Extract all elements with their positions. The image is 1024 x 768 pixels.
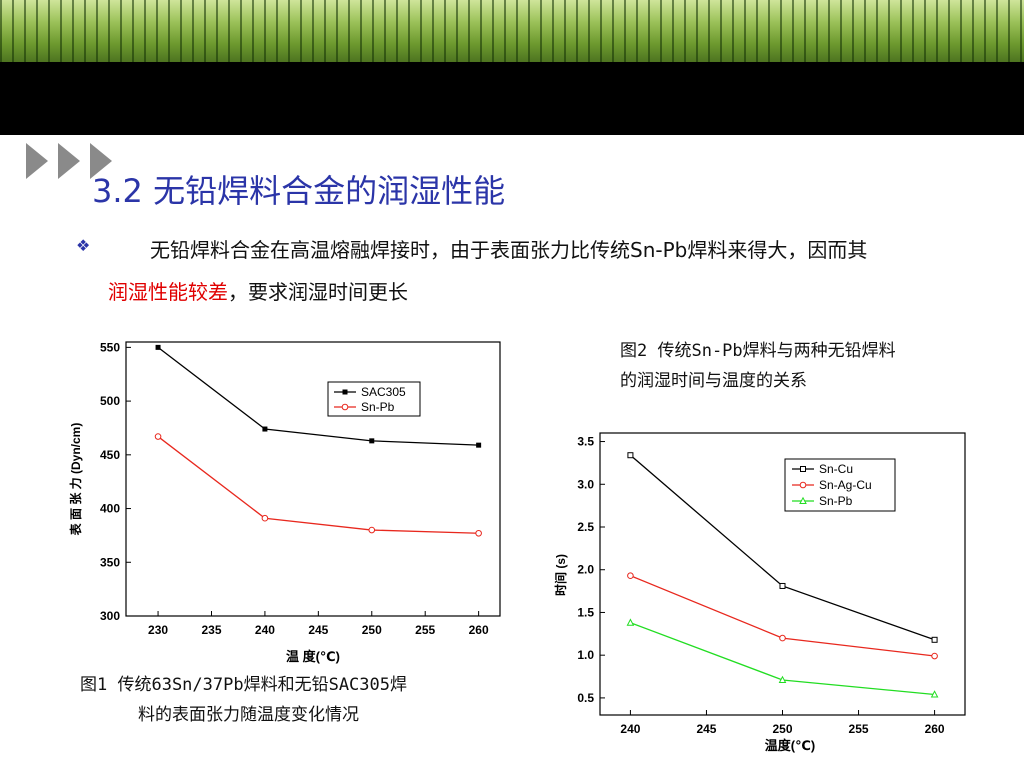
data-point: [931, 652, 938, 660]
caption-line: 料的表面张力随温度变化情况: [138, 705, 359, 725]
data-point: [155, 344, 161, 350]
header-bar: [0, 62, 1024, 179]
data-point: [779, 582, 786, 589]
data-point: [779, 634, 786, 642]
legend-marker: [799, 481, 807, 489]
wetting-time-chart: 240 245 250 255 260 0.5 1.0 1.5 2.0 2.5 3.0 3.5 时间 …: [553, 432, 966, 753]
data-point: [475, 529, 482, 537]
x-tick-label: 245: [696, 722, 716, 736]
figure1-caption: 图1 传统63Sn/37Pb焊料和无铅SAC305焊 料的表面张力随温度变化情况: [80, 670, 520, 730]
y-tick-label: 300: [100, 609, 120, 623]
surface-tension-chart: 230 235 240 245 250 255 260300350400450500550 …: [68, 340, 501, 664]
y-tick-label: 3.5: [577, 435, 594, 449]
y-tick-label: 2.0: [577, 563, 594, 577]
y-tick-label: 0.5: [577, 691, 594, 705]
series-line: [157, 346, 479, 446]
x-tick-label: 245: [308, 623, 328, 637]
caption-line: 图1 传统63Sn/37Pb焊料和无铅SAC305焊: [80, 675, 407, 695]
legend-marker: [799, 496, 807, 504]
para-text-2: ，要求润湿时间更长: [228, 280, 408, 304]
data-point: [369, 438, 375, 444]
y-axis-label: 时间 (s): [553, 554, 568, 596]
y-tick-label: 350: [100, 555, 120, 569]
legend-marker: [800, 466, 806, 472]
x-tick-label: 235: [201, 623, 221, 637]
y-tick-label: 2.5: [577, 520, 594, 534]
figure2-caption: 图2 传统Sn-Pb焊料与两种无铅焊料 的润湿时间与温度的关系: [620, 336, 1000, 396]
x-tick-label: 260: [469, 623, 489, 637]
legend-label: Sn-Cu: [819, 462, 853, 476]
legend-label: Sn-Pb: [819, 494, 853, 508]
x-tick-label: 240: [255, 623, 275, 637]
y-tick-label: 3.0: [577, 477, 594, 491]
y-tick-label: 550: [100, 340, 120, 354]
data-point: [931, 636, 938, 643]
data-point: [261, 514, 269, 522]
caption-line: 图2 传统Sn-Pb焊料与两种无铅焊料: [620, 341, 896, 361]
x-tick-label: 260: [925, 722, 945, 736]
legend-box: [327, 381, 421, 417]
y-tick-label: 450: [100, 448, 120, 462]
x-tick-label: 255: [849, 722, 869, 736]
legend-label: SAC305: [361, 385, 406, 399]
y-tick-label: 1.5: [577, 605, 594, 619]
x-axis-label: 温 度(℃): [286, 649, 340, 664]
data-point: [930, 690, 939, 698]
para-highlight: 润湿性能较差: [108, 280, 228, 304]
caption-line: 的润湿时间与温度的关系: [620, 371, 807, 391]
bullet-paragraph: 无铅焊料合金在高温熔融焊接时，由于表面张力比传统Sn-Pb焊料来得大，因而其润湿…: [108, 229, 868, 313]
y-tick-label: 500: [100, 394, 120, 408]
y-axis-label: 表 面 张 力 (Dyn/cm): [68, 423, 83, 537]
data-point: [627, 572, 634, 580]
data-point: [154, 433, 162, 440]
para-text-1: 无铅焊料合金在高温熔融焊接时，由于表面张力比传统Sn-Pb焊料来得大，因而其: [150, 238, 868, 262]
diamond-bullet-icon: ❖: [76, 236, 91, 255]
x-tick-label: 230: [148, 623, 168, 637]
legend-marker: [341, 403, 349, 411]
x-tick-label: 240: [620, 722, 640, 736]
slide-title: 3.2 无铅焊料合金的润湿性能: [92, 172, 506, 210]
data-point: [778, 675, 787, 683]
legend-marker: [342, 389, 348, 395]
x-tick-label: 250: [362, 623, 382, 637]
legend-label: Sn-Pb: [361, 400, 395, 414]
legend-label: Sn-Ag-Cu: [819, 478, 872, 492]
y-tick-label: 400: [100, 502, 120, 516]
y-tick-label: 1.0: [577, 648, 594, 662]
data-point: [262, 426, 268, 432]
x-tick-label: 250: [772, 722, 792, 736]
data-point: [476, 442, 482, 448]
data-point: [626, 618, 635, 626]
data-point: [368, 526, 376, 534]
x-axis-label: 温度(℃): [765, 738, 815, 753]
decorative-header-band: [0, 0, 1024, 62]
data-point: [627, 452, 634, 459]
x-tick-label: 255: [415, 623, 435, 637]
series-line: [157, 436, 479, 534]
